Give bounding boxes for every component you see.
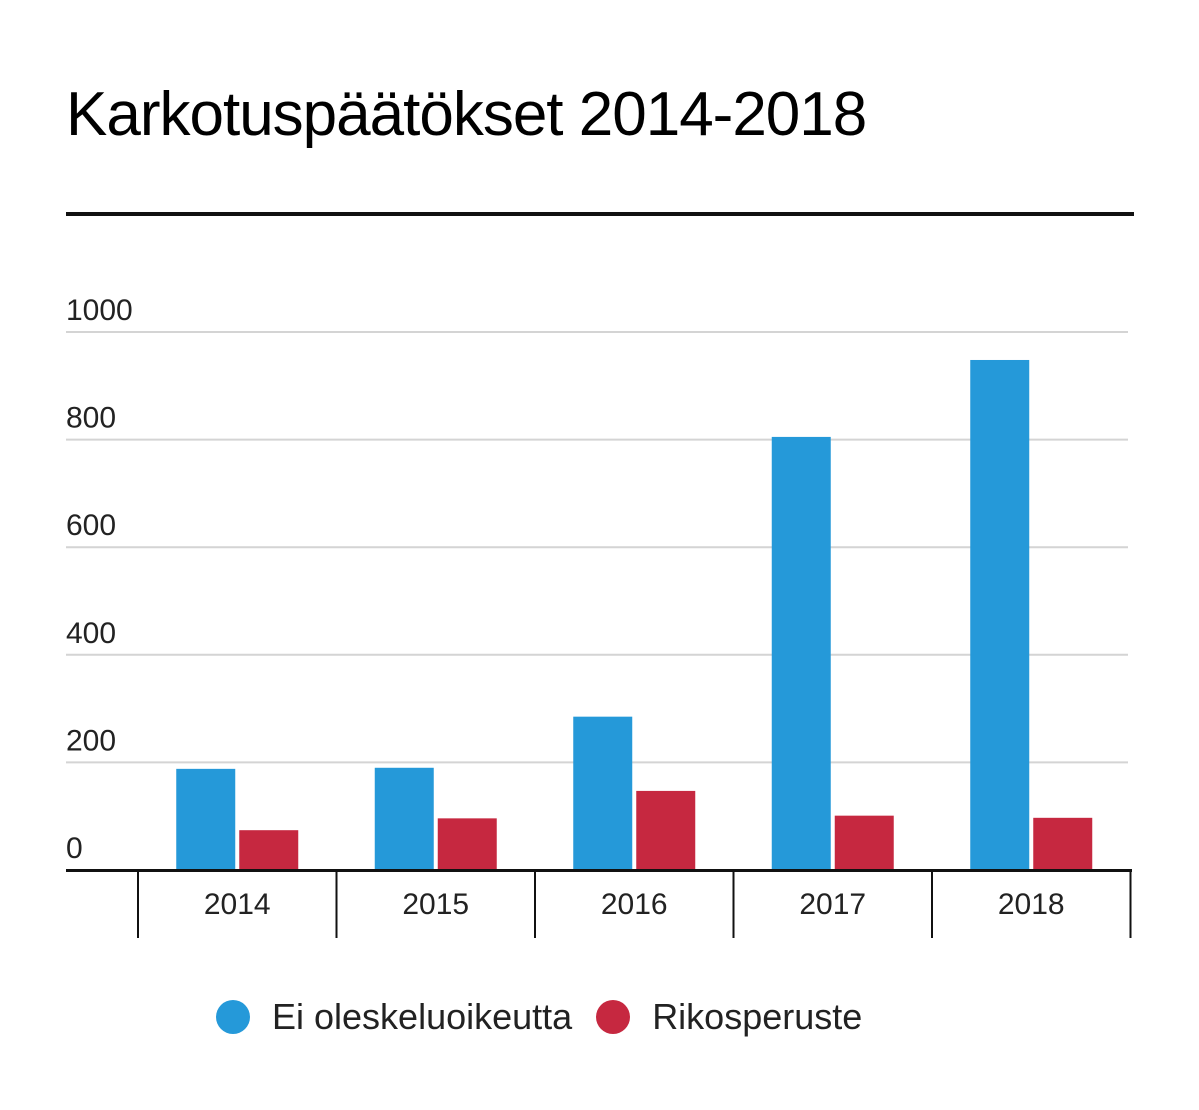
legend-item-ei-oleskeluoikeutta: Ei oleskeluoikeutta xyxy=(216,996,572,1038)
bar-ei-oleskeluoikeutta-2015 xyxy=(374,767,434,870)
chart-title: Karkotuspäätökset 2014-2018 xyxy=(66,80,867,149)
bar-rikosperuste-2018 xyxy=(1033,817,1093,870)
x-tick-label-2014: 2014 xyxy=(204,888,271,921)
bars xyxy=(176,359,1093,870)
legend-label-ei-oleskeluoikeutta: Ei oleskeluoikeutta xyxy=(272,996,573,1037)
legend-label-rikosperuste: Rikosperuste xyxy=(652,996,863,1037)
x-axis-line xyxy=(66,869,1132,872)
y-tick-label-200: 200 xyxy=(66,724,116,757)
y-tick-label-400: 400 xyxy=(66,617,116,650)
y-tick-label-800: 800 xyxy=(66,402,116,435)
legend-swatch-red xyxy=(596,1000,631,1034)
bar-chart: 0 200 400 600 800 1000 2014 2015 2016 2017 2018 xyxy=(66,294,1132,938)
y-axis-ticks: 0 200 400 600 800 1000 xyxy=(66,294,133,865)
bar-ei-oleskeluoikeutta-2017 xyxy=(771,436,831,870)
title-divider xyxy=(66,212,1134,216)
bar-ei-oleskeluoikeutta-2016 xyxy=(573,716,633,870)
x-tick-label-2017: 2017 xyxy=(799,888,866,921)
x-tick-label-2016: 2016 xyxy=(601,888,668,921)
bar-rikosperuste-2015 xyxy=(437,818,497,870)
x-axis: 2014 2015 2016 2017 2018 xyxy=(66,869,1132,938)
legend: Ei oleskeluoikeutta Rikosperuste xyxy=(216,996,886,1038)
legend-item-rikosperuste: Rikosperuste xyxy=(596,996,862,1038)
x-tick-label-2015: 2015 xyxy=(402,888,469,921)
legend-swatch-blue xyxy=(216,1000,250,1034)
y-tick-label-0: 0 xyxy=(66,832,83,865)
y-tick-label-600: 600 xyxy=(66,509,116,542)
bar-rikosperuste-2017 xyxy=(834,815,894,870)
x-tick-label-2018: 2018 xyxy=(998,888,1065,921)
bar-rikosperuste-2016 xyxy=(636,790,696,870)
grid-lines xyxy=(66,331,1128,764)
bar-rikosperuste-2014 xyxy=(239,830,299,870)
y-tick-label-1000: 1000 xyxy=(66,294,133,327)
bar-ei-oleskeluoikeutta-2014 xyxy=(176,768,236,870)
bar-ei-oleskeluoikeutta-2018 xyxy=(970,359,1030,870)
